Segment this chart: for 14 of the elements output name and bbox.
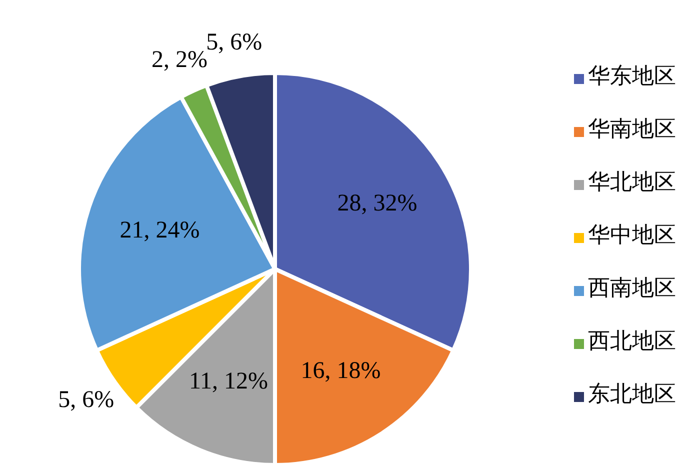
legend-label: 西北地区 (588, 328, 676, 352)
data-label: 28, 32% (337, 190, 418, 216)
data-label: 11, 12% (188, 368, 268, 394)
data-label: 21, 24% (120, 218, 200, 244)
legend-label: 华东地区 (588, 62, 676, 88)
data-label: 16, 18% (300, 358, 381, 384)
legend-label: 华南地区 (588, 116, 676, 140)
legend-label: 西南地区 (588, 274, 676, 300)
data-label: 2, 2% (151, 46, 208, 73)
legend-label: 东北地区 (588, 380, 676, 406)
data-label: 5, 6% (58, 387, 114, 414)
legend-label: 华北地区 (588, 168, 676, 194)
legend-label: 华中地区 (588, 222, 676, 246)
data-label: 5, 6% (206, 30, 262, 56)
